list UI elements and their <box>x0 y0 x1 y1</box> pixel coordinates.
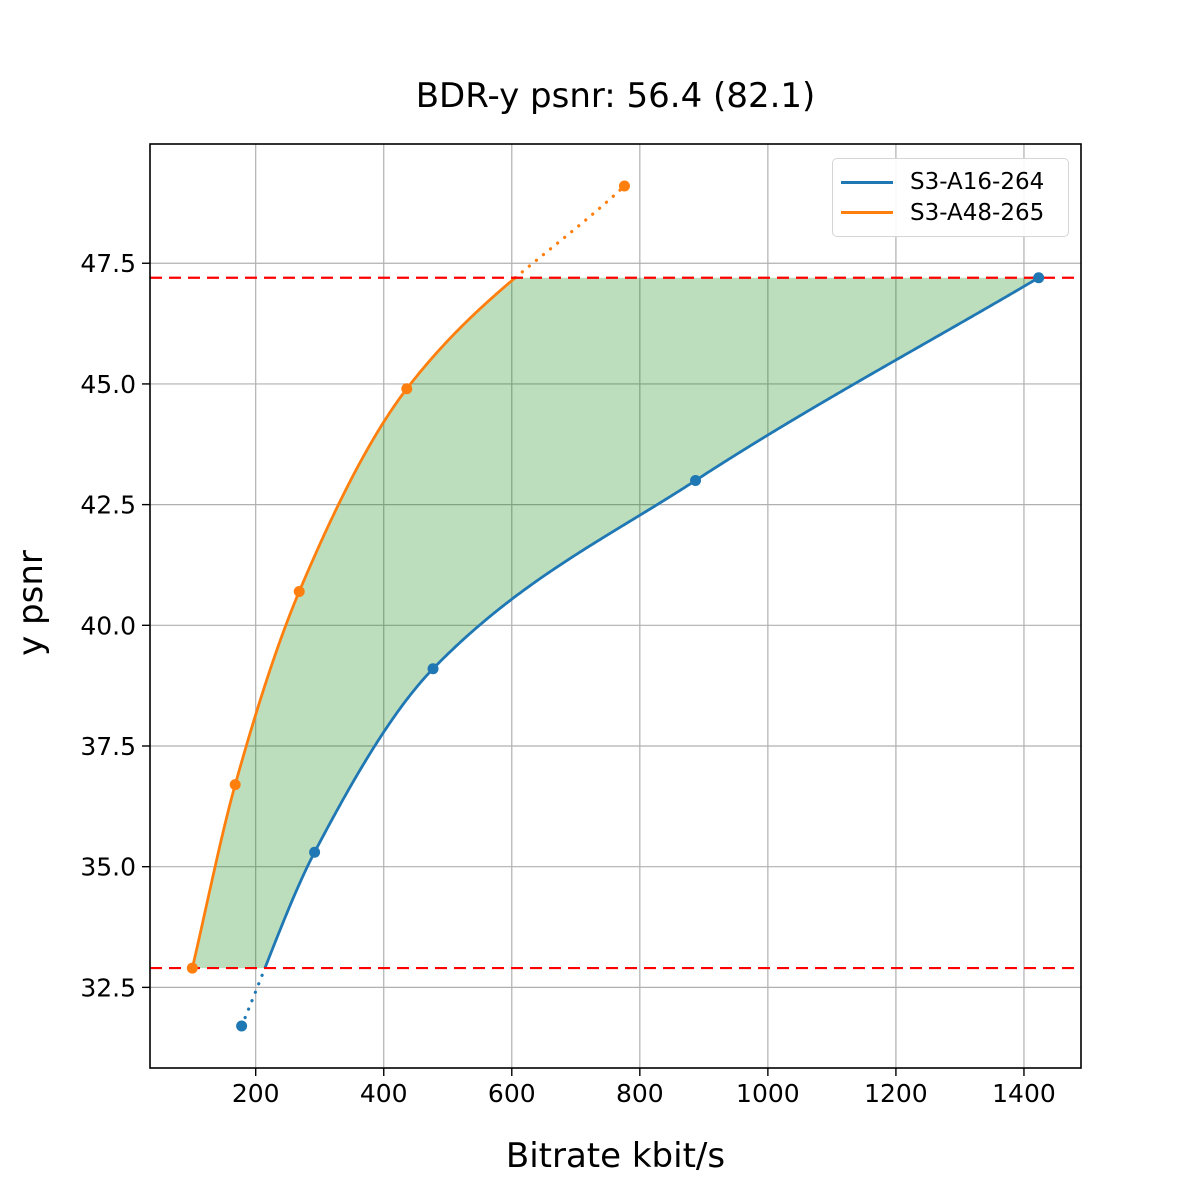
legend-item: S3-A16-264 <box>841 169 1058 195</box>
svg-text:40.0: 40.0 <box>80 611 136 640</box>
legend: S3-A16-264 S3-A48-265 <box>832 158 1069 237</box>
legend-item: S3-A48-265 <box>841 200 1058 226</box>
legend-line-icon <box>841 180 893 184</box>
legend-label: S3-A16-264 <box>910 169 1045 196</box>
shaded-overlap-region <box>192 277 1039 969</box>
legend-label: S3-A48-265 <box>910 199 1045 226</box>
svg-text:200: 200 <box>232 1079 280 1108</box>
svg-text:35.0: 35.0 <box>80 853 136 882</box>
svg-text:600: 600 <box>488 1079 536 1108</box>
svg-text:1000: 1000 <box>736 1079 800 1108</box>
series-curves <box>190 276 1040 969</box>
tick-marks <box>142 262 1025 1076</box>
svg-text:1200: 1200 <box>864 1079 928 1108</box>
x-tick-labels: 200 400 600 800 1000 1200 1400 <box>232 1079 1056 1108</box>
svg-text:47.5: 47.5 <box>80 249 136 278</box>
svg-text:37.5: 37.5 <box>80 732 136 761</box>
grid-lines <box>150 144 1081 1068</box>
chart-title: BDR-y psnr: 56.4 (82.1) <box>415 76 816 116</box>
svg-text:45.0: 45.0 <box>80 370 136 399</box>
y-tick-labels: 32.5 35.0 37.5 40.0 42.5 45.0 47.5 <box>80 249 136 1002</box>
svg-text:400: 400 <box>360 1079 408 1108</box>
svg-text:32.5: 32.5 <box>80 973 136 1002</box>
data-point-markers <box>186 180 1045 1032</box>
axes-frame <box>149 143 1082 1069</box>
overlap-bound-lines <box>150 276 1081 970</box>
svg-text:800: 800 <box>616 1079 664 1108</box>
x-axis-label: Bitrate kbit/s <box>505 1136 726 1176</box>
series-dotted-extensions <box>240 184 627 1028</box>
svg-text:42.5: 42.5 <box>80 491 136 520</box>
y-axis-label: y psnr <box>11 550 51 656</box>
svg-text:1400: 1400 <box>992 1079 1056 1108</box>
legend-line-icon <box>841 211 893 215</box>
